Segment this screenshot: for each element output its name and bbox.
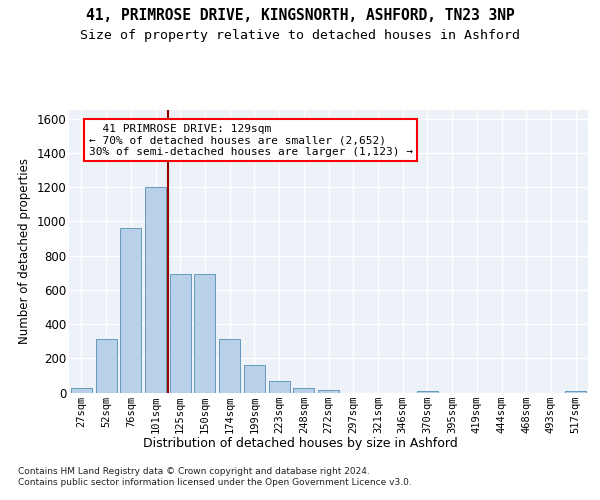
- Bar: [269, 382, 290, 392]
- Text: Distribution of detached houses by size in Ashford: Distribution of detached houses by size …: [143, 438, 457, 450]
- Text: Contains HM Land Registry data © Crown copyright and database right 2024.
Contai: Contains HM Land Registry data © Crown c…: [18, 468, 412, 487]
- Bar: [95, 340, 116, 392]
- Text: Size of property relative to detached houses in Ashford: Size of property relative to detached ho…: [80, 29, 520, 42]
- Text: 41 PRIMROSE DRIVE: 129sqm
← 70% of detached houses are smaller (2,652)
30% of se: 41 PRIMROSE DRIVE: 129sqm ← 70% of detac…: [89, 124, 413, 157]
- Bar: [219, 340, 240, 392]
- Bar: [318, 390, 339, 392]
- Bar: [293, 388, 314, 392]
- Bar: [194, 274, 215, 392]
- Bar: [244, 365, 265, 392]
- Bar: [170, 274, 191, 392]
- Bar: [417, 391, 438, 392]
- Y-axis label: Number of detached properties: Number of detached properties: [18, 158, 31, 344]
- Text: 41, PRIMROSE DRIVE, KINGSNORTH, ASHFORD, TN23 3NP: 41, PRIMROSE DRIVE, KINGSNORTH, ASHFORD,…: [86, 8, 514, 22]
- Bar: [120, 228, 141, 392]
- Bar: [565, 391, 586, 392]
- Bar: [71, 388, 92, 392]
- Bar: [145, 187, 166, 392]
